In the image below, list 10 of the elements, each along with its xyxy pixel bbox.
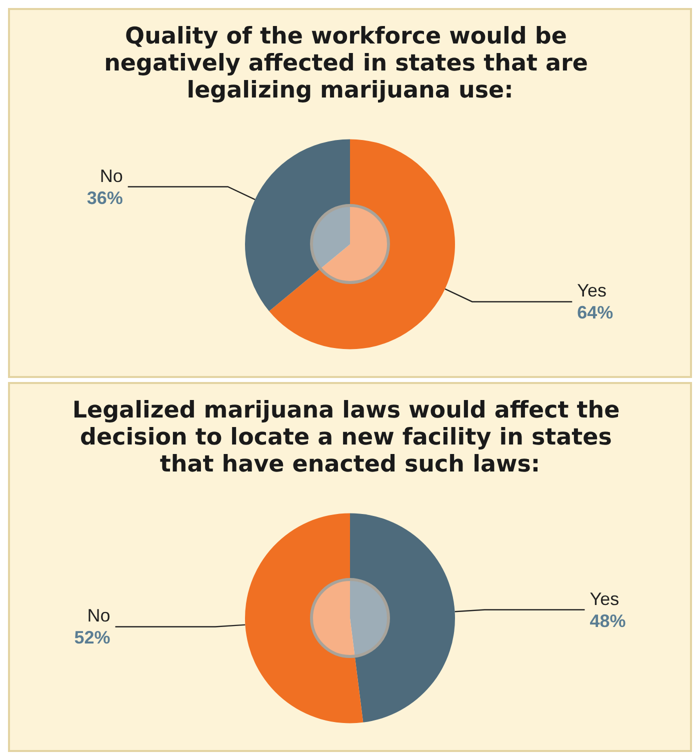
slice-label: No [100,166,123,186]
data-label: 64% [577,302,614,323]
data-label: 36% [86,188,123,208]
slice-label: No [87,606,110,626]
slice-label: Yes [590,588,620,609]
chart-title: Legalized marijuana laws would affect the decision to locate a new facility in states that have enacted such laws: [72,398,628,478]
slice-label: Yes [577,280,607,301]
chart-title: Quality of the workforce would be negatively affected in states that are legalizing marijuana use: [104,24,596,104]
data-label: 48% [590,610,626,631]
data-label: 52% [74,628,110,648]
